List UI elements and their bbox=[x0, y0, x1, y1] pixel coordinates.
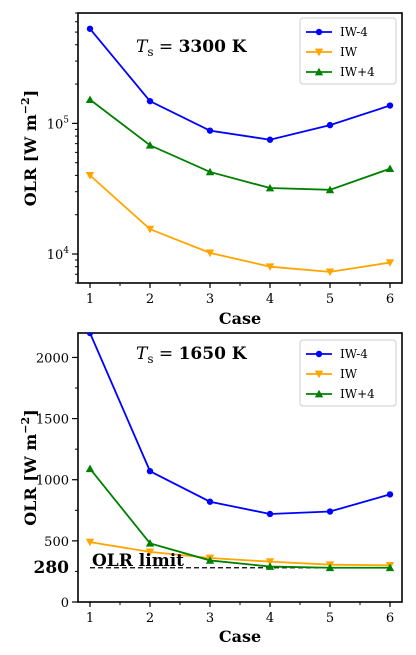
legend-box bbox=[299, 339, 397, 407]
x-tick-label: 3 bbox=[206, 292, 214, 307]
x-tick-label: 2 bbox=[146, 611, 154, 626]
data-point-iw-4 bbox=[386, 491, 394, 498]
x-tick-label: 6 bbox=[386, 611, 394, 626]
bottom-panel-olr-1650k: 1 2 3 4 5 6 0 500 1000 1500 2000 Case OLR [W m−2] 280… bbox=[19, 332, 403, 646]
legend-label-iw+4: IW+4 bbox=[340, 65, 375, 79]
data-point-iw+4 bbox=[85, 464, 95, 473]
data-point-iw+4 bbox=[265, 183, 275, 192]
data-point-iw bbox=[265, 558, 275, 566]
data-point-iw+4 bbox=[145, 539, 155, 547]
legend-marker-iw bbox=[314, 370, 324, 379]
x-tick-label: 6 bbox=[386, 292, 394, 307]
x-axis-label: Case bbox=[219, 627, 261, 646]
legend: IW-4 IW IW+4 bbox=[299, 339, 397, 407]
x-tick-label: 5 bbox=[326, 292, 334, 307]
legend-label-iw-4: IW-4 bbox=[340, 25, 368, 39]
y-tick-label: 500 bbox=[44, 535, 69, 550]
x-tick-label: 4 bbox=[266, 611, 274, 626]
legend-marker-iw-4 bbox=[315, 28, 323, 36]
olr-limit-value-label: 280 bbox=[34, 558, 70, 578]
legend-marker-iw+4 bbox=[314, 389, 324, 398]
x-tick-label: 1 bbox=[86, 292, 94, 307]
y-tick-label: 0 bbox=[61, 596, 69, 611]
data-point-iw bbox=[385, 259, 395, 267]
series-line-iw bbox=[89, 174, 391, 273]
series-line-iw+4 bbox=[89, 98, 391, 191]
data-point-iw-4 bbox=[206, 498, 214, 505]
series-line-iw-4 bbox=[89, 333, 391, 515]
data-point-iw-4 bbox=[146, 467, 154, 475]
surface-temperature-annotation: Ts = 1650 K bbox=[136, 344, 248, 366]
y-axis-label: OLR [W m−2] bbox=[19, 90, 40, 207]
y-tick-label: 1000 bbox=[36, 474, 69, 489]
data-point-iw+4 bbox=[85, 95, 95, 103]
data-point-iw-4 bbox=[326, 121, 334, 129]
data-point-iw+4 bbox=[205, 167, 215, 176]
legend-label-iw: IW bbox=[340, 367, 358, 381]
data-point-iw+4 bbox=[145, 141, 155, 149]
legend-box bbox=[299, 17, 397, 85]
legend-marker-iw-4 bbox=[315, 350, 323, 358]
data-point-iw+4 bbox=[325, 563, 335, 572]
top-panel-olr-3300k: 1 2 3 4 5 6 104 105 Case OLR [W m−2] Ts = 3300 K IW… bbox=[19, 12, 403, 328]
y-tick-label: 105 bbox=[47, 115, 70, 132]
data-point-iw-4 bbox=[86, 25, 94, 32]
data-point-iw-4 bbox=[86, 333, 94, 337]
series-line-iw-4 bbox=[89, 28, 391, 141]
plot-area bbox=[85, 333, 395, 572]
data-point-iw+4 bbox=[385, 563, 395, 572]
legend: IW-4 IW IW+4 bbox=[299, 17, 397, 85]
data-point-iw bbox=[85, 172, 95, 180]
legend-label-iw: IW bbox=[340, 45, 358, 59]
data-point-iw-4 bbox=[206, 127, 214, 134]
y-tick-label: 104 bbox=[47, 246, 70, 263]
data-point-iw bbox=[145, 225, 155, 234]
data-point-iw-4 bbox=[146, 97, 154, 105]
data-point-iw+4 bbox=[205, 556, 215, 564]
x-tick-label: 5 bbox=[326, 611, 334, 626]
data-point-iw bbox=[145, 548, 155, 557]
x-tick-label: 4 bbox=[266, 292, 274, 307]
olr-limit-text: OLR limit bbox=[92, 551, 184, 571]
surface-temperature-annotation: Ts = 3300 K bbox=[136, 37, 248, 59]
data-point-iw-4 bbox=[386, 102, 394, 109]
y-axis-label: OLR [W m−2] bbox=[19, 409, 40, 526]
data-point-iw-4 bbox=[266, 136, 274, 143]
legend-marker-iw+4 bbox=[314, 67, 324, 76]
x-tick-label: 1 bbox=[86, 611, 94, 626]
data-point-iw bbox=[325, 268, 335, 277]
plot-area bbox=[85, 25, 395, 277]
series-line-iw+4 bbox=[89, 468, 390, 569]
data-point-iw bbox=[265, 263, 275, 271]
data-point-iw bbox=[85, 538, 95, 547]
x-tick-label: 2 bbox=[146, 292, 154, 307]
data-point-iw+4 bbox=[325, 185, 335, 194]
legend-label-iw+4: IW+4 bbox=[340, 387, 375, 401]
data-point-iw-4 bbox=[326, 508, 334, 515]
legend-label-iw-4: IW-4 bbox=[340, 347, 368, 361]
data-point-iw+4 bbox=[385, 164, 395, 173]
data-point-iw bbox=[205, 249, 215, 258]
x-tick-label: 3 bbox=[206, 611, 214, 626]
series-line-iw bbox=[89, 541, 391, 567]
data-point-iw+4 bbox=[265, 562, 275, 570]
y-tick-label: 2000 bbox=[36, 351, 69, 366]
x-axis-label: Case bbox=[219, 309, 261, 328]
data-point-iw-4 bbox=[266, 510, 274, 518]
y-tick-label: 1500 bbox=[36, 413, 69, 428]
legend-marker-iw bbox=[314, 48, 324, 57]
